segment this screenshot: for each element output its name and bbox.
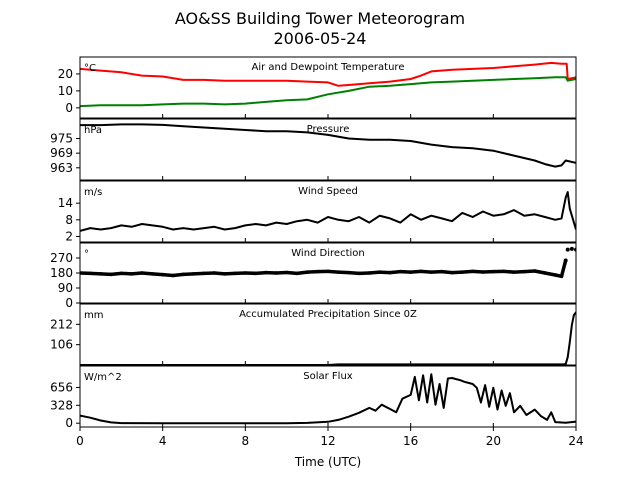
x-tick-label: 12 <box>320 434 335 448</box>
point <box>543 271 558 277</box>
panel-unit-label: ° <box>84 249 89 260</box>
y-tick-label: 328 <box>50 398 73 412</box>
y-tick-label: 212 <box>50 317 73 331</box>
point <box>565 247 570 252</box>
series-1-line <box>80 373 576 425</box>
series-1-line <box>80 123 576 168</box>
panel-6: 0 328 656 W/m^2 Solar Flux <box>50 365 577 430</box>
x-tick-label: 16 <box>403 434 418 448</box>
x-tick-label: 20 <box>486 434 501 448</box>
y-tick-label: 0 <box>65 101 73 115</box>
x-axis-label: Time (UTC) <box>294 455 361 469</box>
series-1-line <box>80 311 576 365</box>
y-tick-label: 8 <box>65 213 73 227</box>
y-tick-label: 975 <box>50 132 73 146</box>
y-tick-label: 2 <box>65 229 73 243</box>
panel-title: Solar Flux <box>303 371 353 382</box>
y-tick-label: 969 <box>50 146 73 160</box>
x-tick-label: 24 <box>568 434 583 448</box>
point <box>559 258 568 279</box>
series-2-line <box>80 76 576 108</box>
y-tick-label: 106 <box>50 338 73 352</box>
figure-subtitle-date: 2006-05-24 <box>274 29 367 48</box>
panel-1: 0 10 20 °C Air and Dewpoint Temperature <box>58 56 577 119</box>
series-1-line <box>80 61 576 87</box>
x-tick-label: 0 <box>76 434 84 448</box>
point <box>532 269 547 275</box>
panel-5: 106 212 mm Accumulated Precipitation Since … <box>50 303 577 366</box>
x-tick-label: 4 <box>159 434 167 448</box>
y-tick-label: 0 <box>65 296 73 310</box>
panel-title: Pressure <box>307 124 350 135</box>
y-tick-label: 20 <box>58 67 73 81</box>
panel-unit-label: °C <box>84 63 96 74</box>
panel-unit-label: mm <box>84 310 103 321</box>
y-tick-label: 180 <box>50 266 73 280</box>
y-tick-label: 270 <box>50 251 73 265</box>
y-tick-label: 14 <box>58 196 73 210</box>
figure-title: AO&SS Building Tower Meteorogram <box>175 9 465 28</box>
panel-unit-label: W/m^2 <box>84 372 122 383</box>
series-1-points <box>80 246 576 279</box>
x-axis: 0 4 8 12 16 20 24 <box>76 427 584 448</box>
point <box>569 246 574 251</box>
panel-3: 2 8 14 m/s Wind Speed <box>58 180 577 243</box>
y-tick-label: 963 <box>50 161 73 175</box>
series-1-line <box>80 191 576 232</box>
y-tick-label: 656 <box>50 380 73 394</box>
panel-title: Wind Direction <box>291 248 365 259</box>
panel-title: Air and Dewpoint Temperature <box>252 62 405 73</box>
point <box>563 258 568 263</box>
y-tick-label: 10 <box>58 84 73 98</box>
panel-unit-label: m/s <box>84 187 102 198</box>
panel-title: Wind Speed <box>298 186 358 197</box>
y-tick-label: 0 <box>65 416 73 430</box>
y-tick-label: 90 <box>58 281 73 295</box>
panel-unit-label: hPa <box>84 125 102 136</box>
panel-title: Accumulated Precipitation Since 0Z <box>239 309 417 320</box>
x-tick-label: 8 <box>242 434 250 448</box>
